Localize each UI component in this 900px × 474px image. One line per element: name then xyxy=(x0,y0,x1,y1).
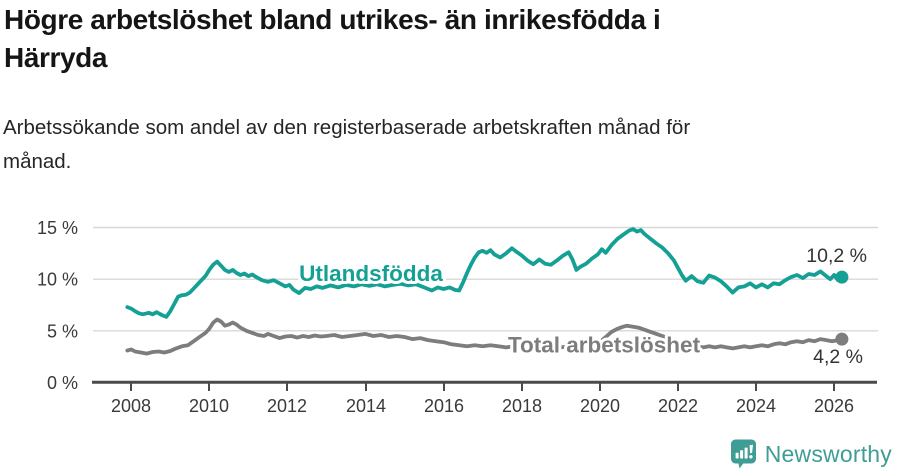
end-value-label-total: 4,2 % xyxy=(813,346,863,368)
x-tick-label: 2022 xyxy=(658,396,698,416)
x-axis-labels: 2008 2010 2012 2014 2016 2018 2020 2022 … xyxy=(111,396,854,416)
chart-subtitle: Arbetssökande som andel av den registerb… xyxy=(3,116,691,173)
y-tick-label: 0 % xyxy=(47,373,78,393)
x-tick-label: 2018 xyxy=(502,396,542,416)
series-end-dot-utlandsfodda xyxy=(835,270,849,284)
x-tick-label: 2014 xyxy=(346,396,386,416)
newsworthy-logo-icon xyxy=(730,439,756,469)
bar-chart-glyph xyxy=(735,444,753,459)
x-axis-ticks xyxy=(130,383,835,391)
newsworthy-wordmark: Newsworthy xyxy=(764,440,892,467)
y-axis-labels: 0 % 5 % 10 % 15 % xyxy=(37,218,78,393)
end-value-label-utlandsfodda: 10,2 % xyxy=(806,245,867,267)
page-title: Högre arbetslöshet bland utrikes- än inr… xyxy=(4,4,661,73)
y-tick-label: 10 % xyxy=(37,270,78,290)
x-tick-label: 2012 xyxy=(267,396,307,416)
x-tick-label: 2010 xyxy=(189,396,229,416)
series-end-dot-total xyxy=(835,332,849,346)
series-line-total xyxy=(125,317,844,356)
x-tick-label: 2016 xyxy=(424,396,464,416)
newsworthy-branding[interactable]: Newsworthy xyxy=(730,439,892,469)
y-gridlines xyxy=(93,226,878,332)
series-label-utlandsfodda: Utlandsfödda xyxy=(299,261,443,286)
x-tick-label: 2024 xyxy=(736,396,776,416)
series-line-utlandsfodda xyxy=(125,227,844,319)
y-tick-label: 15 % xyxy=(37,218,78,238)
x-tick-label: 2020 xyxy=(580,396,620,416)
x-tick-label: 2008 xyxy=(111,396,151,416)
series-label-total: Total arbetslöshet xyxy=(508,333,701,358)
y-tick-label: 5 % xyxy=(47,321,78,341)
x-tick-label: 2026 xyxy=(814,396,854,416)
